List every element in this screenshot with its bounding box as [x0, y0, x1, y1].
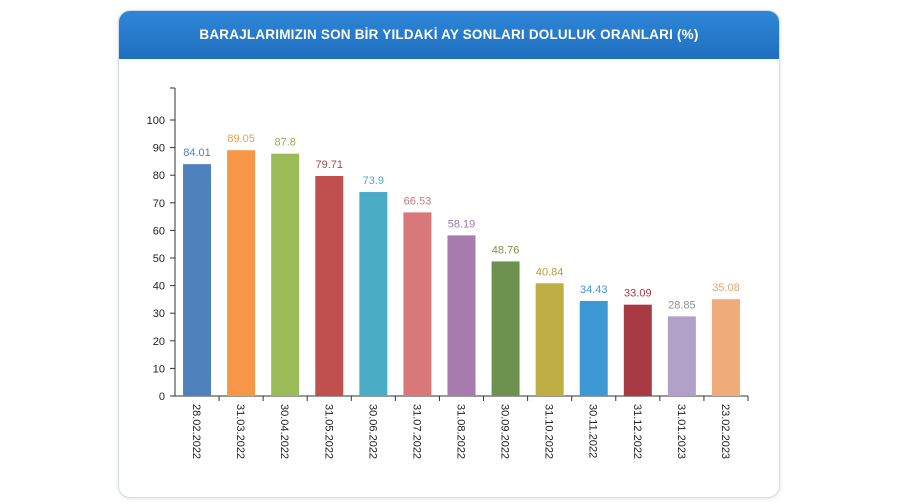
x-tick-label: 31.03.2022 — [234, 404, 246, 459]
data-label: 79.71 — [316, 159, 344, 171]
y-tick-label: 0 — [159, 391, 165, 403]
data-label: 58.19 — [448, 218, 476, 230]
bar — [359, 192, 388, 396]
bar — [711, 299, 740, 396]
bar — [491, 261, 520, 396]
data-label: 87.8 — [274, 137, 295, 149]
data-label: 66.53 — [404, 195, 432, 207]
bar — [535, 283, 564, 396]
y-tick-label: 90 — [153, 143, 165, 155]
data-label: 33.09 — [624, 288, 652, 300]
x-tick-label: 31.12.2022 — [631, 404, 643, 459]
x-tick-label: 31.01.2023 — [675, 404, 687, 459]
x-tick-label: 31.07.2022 — [410, 404, 422, 459]
data-label: 40.84 — [536, 266, 564, 278]
y-tick-label: 80 — [153, 170, 165, 182]
y-tick-label: 60 — [153, 225, 165, 237]
bar — [227, 150, 256, 396]
x-tick-label: 30.11.2022 — [587, 404, 599, 458]
bar — [403, 212, 432, 396]
y-tick-label: 40 — [153, 281, 165, 293]
data-label: 89.05 — [227, 133, 255, 145]
bar — [579, 300, 608, 396]
bar — [623, 304, 652, 396]
bar — [667, 316, 696, 396]
x-tick-label: 30.04.2022 — [278, 404, 290, 459]
data-label: 34.43 — [580, 284, 608, 296]
x-tick-label: 30.06.2022 — [366, 404, 378, 459]
data-label: 73.9 — [363, 175, 384, 187]
y-tick-label: 50 — [153, 253, 165, 265]
chart-title: BARAJLARIMIZIN SON BİR YILDAKİ AY SONLAR… — [119, 11, 779, 59]
y-tick-label: 10 — [153, 363, 165, 375]
x-tick-label: 23.02.2023 — [719, 404, 731, 459]
y-tick-label: 20 — [153, 336, 165, 348]
bar — [447, 235, 476, 396]
x-tick-label: 28.02.2022 — [190, 404, 202, 459]
bar — [315, 176, 344, 396]
x-tick-label: 31.05.2022 — [322, 404, 334, 459]
data-label: 48.76 — [492, 244, 520, 256]
data-label: 84.01 — [183, 147, 211, 159]
bar — [271, 153, 300, 396]
y-tick-label: 30 — [153, 308, 165, 320]
data-label: 28.85 — [668, 299, 696, 311]
data-label: 35.08 — [712, 282, 740, 294]
x-tick-label: 31.08.2022 — [455, 404, 467, 459]
y-tick-label: 100 — [147, 115, 165, 127]
y-tick-label: 70 — [153, 198, 165, 210]
x-tick-label: 31.10.2022 — [543, 404, 555, 459]
x-tick-label: 30.09.2022 — [499, 404, 511, 459]
bar — [183, 164, 212, 396]
